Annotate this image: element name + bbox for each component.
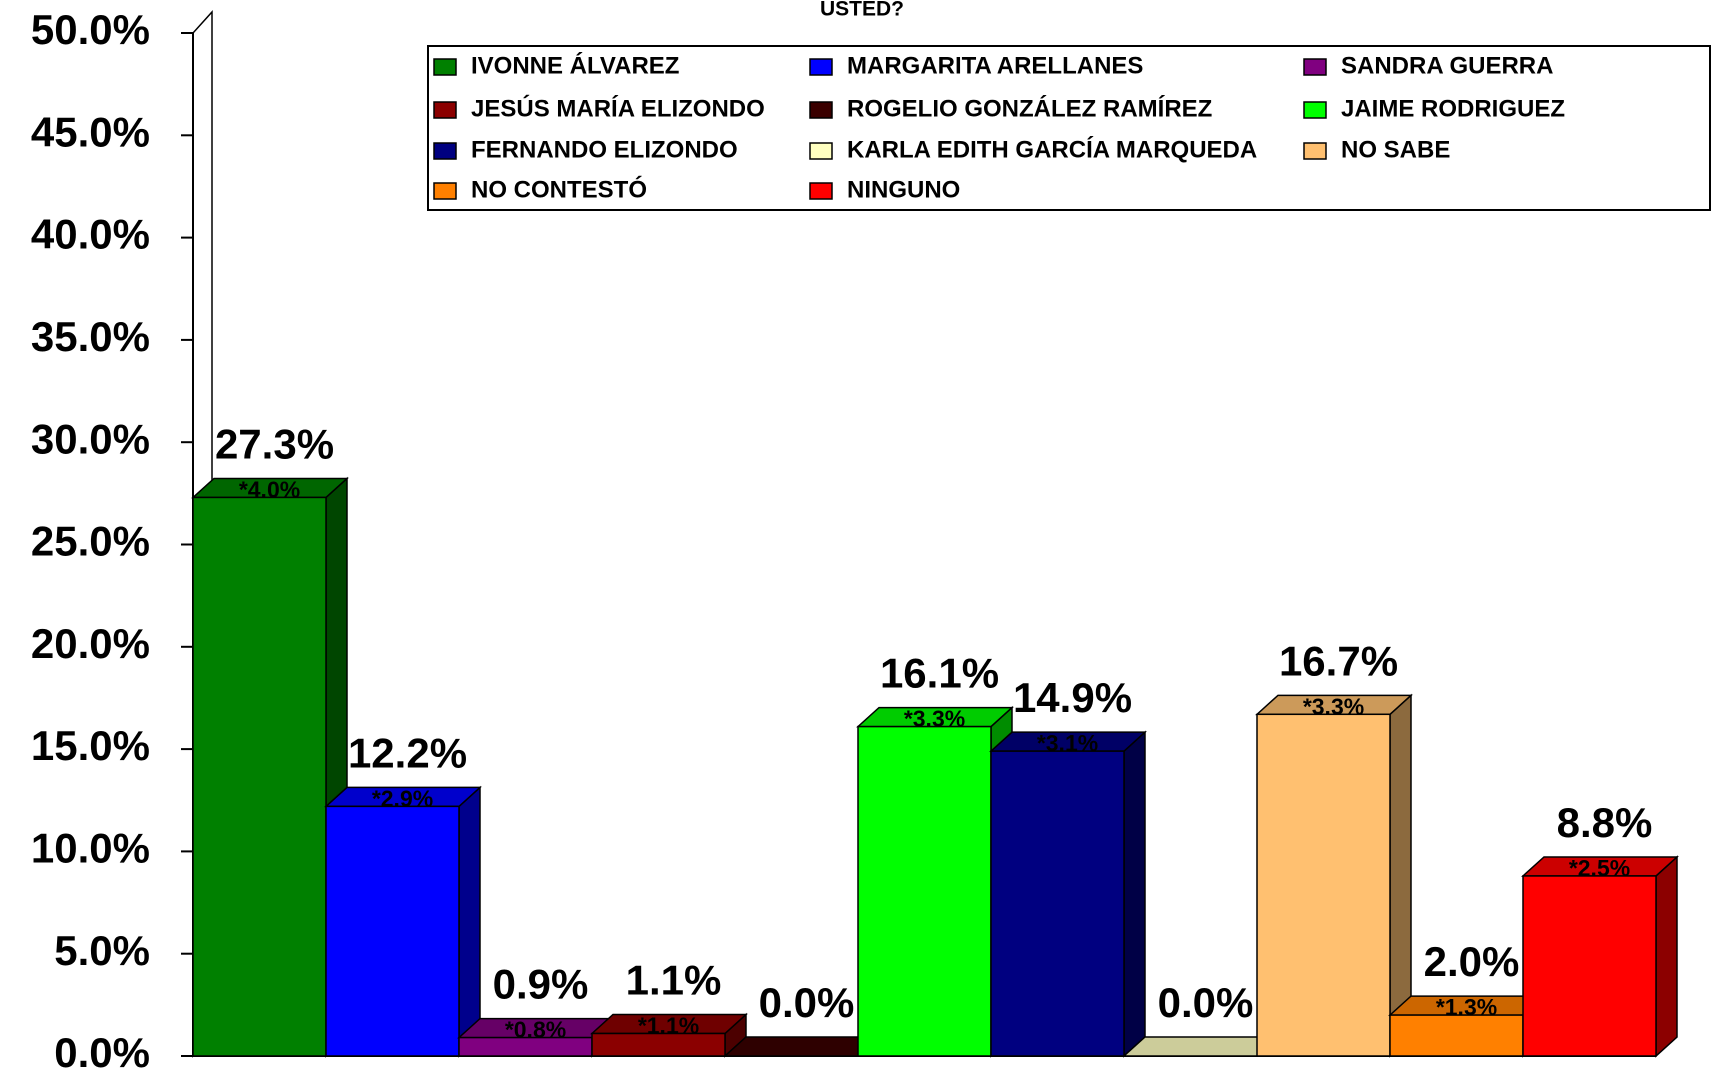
margin-label: *2.5% [1569,855,1630,881]
y-tick-label: 5.0% [54,927,150,974]
bar-side [458,785,481,1058]
value-label: 1.1% [626,957,722,1004]
margin-label: *0.8% [505,1017,566,1043]
value-label: 0.0% [759,979,855,1026]
legend-swatch [433,58,457,76]
legend-swatch [433,182,457,200]
legend-label: JAIME RODRIGUEZ [1341,95,1565,122]
bar [192,496,327,1057]
value-label: 27.3% [215,421,334,468]
y-tick-label: 20.0% [31,620,150,667]
margin-label: *4.0% [239,477,300,503]
bar [1522,875,1657,1057]
bar-top [1122,1036,1280,1057]
bar [857,725,992,1057]
y-tick-label: 30.0% [31,415,150,462]
legend-swatch [809,101,833,119]
bar-side [1655,855,1678,1058]
legend-label: ROGELIO GONZÁLEZ RAMÍREZ [847,94,1212,122]
margin-label: *1.1% [638,1013,699,1039]
bar [990,750,1125,1057]
bar [591,1032,726,1057]
y-tick-label: 25.0% [31,518,150,565]
legend-box [427,45,1711,211]
margin-label: *3.3% [1303,693,1364,719]
margin-label: *1.3% [1436,994,1497,1020]
legend-swatch [1303,101,1327,119]
value-label: 8.8% [1557,799,1653,846]
legend-label: NO SABE [1341,136,1450,163]
legend-label: SANDRA GUERRA [1341,52,1553,79]
legend-label: JESÚS MARÍA ELIZONDO [471,94,765,122]
margin-label: *3.1% [1037,730,1098,756]
value-label: 0.9% [493,961,589,1008]
y-tick-label: 10.0% [31,824,150,871]
chart-title: USTED? [820,0,904,21]
margin-label: *3.3% [904,706,965,732]
y-tick-label: 0.0% [54,1029,150,1076]
legend-label: IVONNE ÁLVAREZ [471,51,679,79]
bar [325,805,460,1057]
legend-label: KARLA EDITH GARCÍA MARQUEDA [847,135,1257,163]
bar-top [723,1036,881,1057]
legend-label: MARGARITA ARELLANES [847,52,1143,79]
legend-swatch [433,142,457,160]
legend-label: NO CONTESTÓ [471,175,647,203]
legend-swatch [809,58,833,76]
y-tick-label: 40.0% [31,211,150,258]
legend-label: FERNANDO ELIZONDO [471,136,738,163]
legend-swatch [1303,58,1327,76]
value-label: 14.9% [1013,674,1132,721]
y-tick-label: 15.0% [31,722,150,769]
value-label: 16.7% [1279,637,1398,684]
value-label: 0.0% [1158,979,1254,1026]
legend-label: NINGUNO [847,176,960,203]
margin-label: *2.9% [372,785,433,811]
bar [1389,1014,1524,1057]
bar [1256,713,1391,1057]
y-tick-label: 45.0% [31,108,150,155]
value-label: 2.0% [1424,938,1520,985]
legend-swatch [809,142,833,160]
value-label: 12.2% [348,729,467,776]
value-label: 16.1% [880,650,999,697]
y-tick-label: 50.0% [31,6,150,53]
y-tick-label: 35.0% [31,313,150,360]
legend-swatch [809,182,833,200]
legend-swatch [1303,142,1327,160]
legend-swatch [433,101,457,119]
bar-side [1123,730,1146,1058]
